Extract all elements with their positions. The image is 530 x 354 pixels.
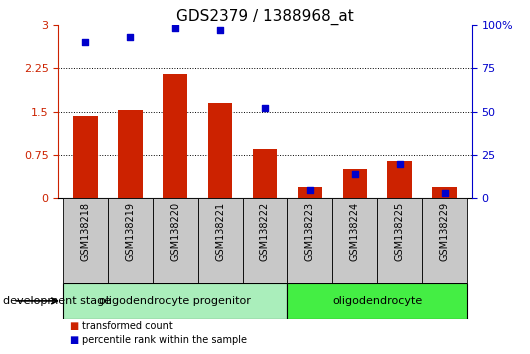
Point (126, 34, 135, 40)
Bar (208, 103, 233, 198)
Bar (287, 283, 467, 319)
Text: GSM138219: GSM138219 (125, 202, 135, 261)
Bar (387, 161, 412, 198)
Text: ■: ■ (69, 321, 78, 331)
Text: GSM138222: GSM138222 (260, 202, 270, 261)
Text: GDS2379 / 1388968_at: GDS2379 / 1388968_at (176, 9, 354, 25)
Text: GSM138220: GSM138220 (170, 202, 180, 261)
Point (351, 171, 359, 177)
Bar (118, 110, 143, 198)
Bar (163, 74, 188, 198)
Text: oligodendrocyte: oligodendrocyte (332, 296, 422, 306)
Bar (198, 198, 243, 283)
Bar (432, 187, 457, 198)
Bar (63, 198, 108, 283)
Text: GSM138224: GSM138224 (350, 202, 360, 261)
Text: GSM138218: GSM138218 (80, 202, 90, 261)
Bar (63, 283, 287, 319)
Text: percentile rank within the sample: percentile rank within the sample (82, 335, 247, 345)
Text: ■: ■ (69, 335, 78, 345)
Bar (332, 198, 377, 283)
Bar (422, 198, 467, 283)
Text: GSM138225: GSM138225 (395, 202, 405, 261)
Bar (297, 187, 322, 198)
Point (81, 39, 90, 45)
Point (306, 187, 314, 193)
Bar (287, 198, 332, 283)
Text: transformed count: transformed count (82, 321, 173, 331)
Text: development stage: development stage (3, 296, 111, 306)
Text: GSM138221: GSM138221 (215, 202, 225, 261)
Point (440, 190, 449, 196)
Bar (73, 116, 98, 198)
Point (216, 27, 224, 33)
Bar (153, 198, 198, 283)
Text: oligodendrocyte progenitor: oligodendrocyte progenitor (99, 296, 251, 306)
Bar (108, 198, 153, 283)
Bar (243, 198, 287, 283)
Text: GSM138229: GSM138229 (440, 202, 450, 261)
Point (171, 25, 179, 31)
Bar (342, 169, 367, 198)
Bar (377, 198, 422, 283)
Point (395, 161, 404, 166)
Point (261, 105, 269, 111)
Bar (253, 149, 277, 198)
Text: GSM138223: GSM138223 (305, 202, 315, 261)
